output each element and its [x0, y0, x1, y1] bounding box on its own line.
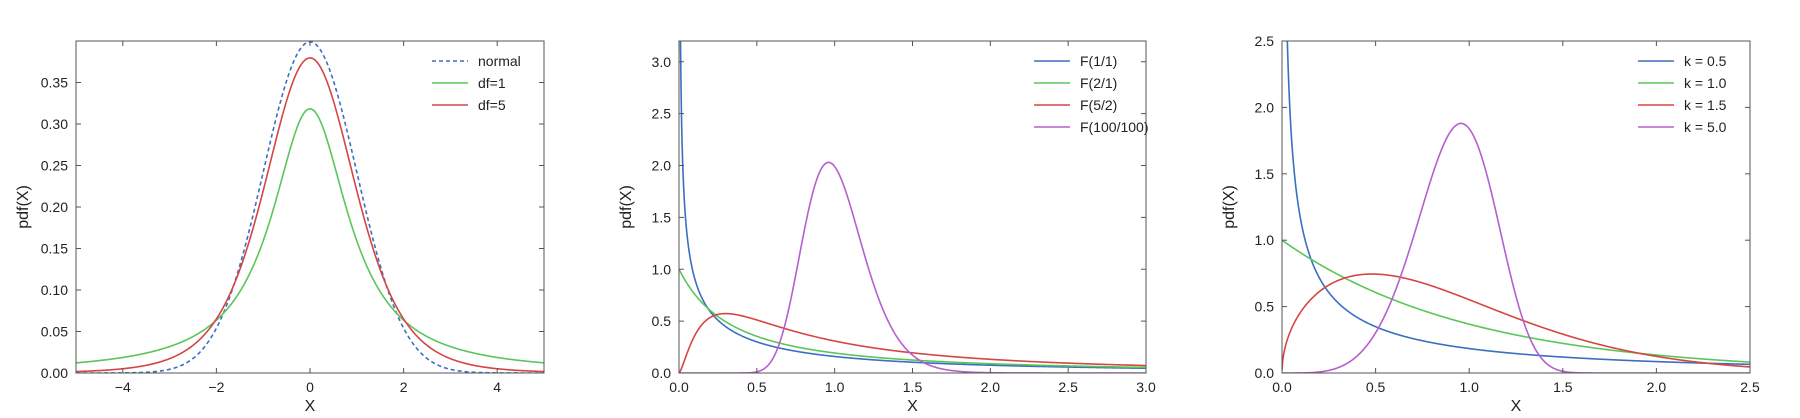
series-line-4	[679, 161, 1146, 373]
series-line-3	[76, 57, 544, 373]
legend-label: F(100/100)	[1080, 119, 1148, 135]
x-tick-label: 1.5	[903, 379, 923, 395]
x-tick-label: −4	[115, 379, 131, 395]
series-line-3	[1282, 273, 1750, 370]
x-tick-label: 2.5	[1058, 379, 1078, 395]
y-axis-label: pdf(X)	[15, 185, 32, 229]
legend-label: k = 5.0	[1684, 119, 1727, 135]
y-tick-label: 2.5	[652, 106, 672, 122]
y-tick-label: 0.00	[41, 365, 68, 381]
chart-panel-1: −4 −2 0 2 4 0.00 0.05 0.10 0.15 0.20 0.25 0.30 0.35 X…	[15, 40, 545, 415]
y-tick-label: 1.0	[1255, 232, 1275, 248]
x-axis-label: X	[1511, 398, 1522, 413]
y-tick-label: 0.0	[1255, 365, 1275, 381]
y-tick-label: 0.5	[652, 313, 672, 329]
series-group	[76, 41, 544, 373]
legend-label: k = 0.5	[1684, 53, 1727, 69]
series-line-1	[1286, 41, 1750, 366]
x-axis-label: X	[907, 398, 918, 413]
legend-label: F(2/1)	[1080, 75, 1117, 91]
y-tick-label: 0.0	[652, 365, 672, 381]
series-line-2	[679, 268, 1146, 369]
legend-label: k = 1.5	[1684, 97, 1727, 113]
legend-label: F(5/2)	[1080, 97, 1117, 113]
chart-panel-2: 0.0 0.5 1.0 1.5 2.0 2.5 3.0 0.0 0.5 1.0 1.5 2.0 2.5 3…	[618, 40, 1156, 415]
legend: k = 0.5 k = 1.0 k = 1.5 k = 5.0	[1638, 53, 1727, 135]
series-line-4	[1282, 122, 1750, 373]
y-tick-label: 2.5	[1255, 33, 1275, 49]
y-tick-label: 0.10	[41, 282, 68, 298]
y-tick-label: 0.05	[41, 324, 68, 340]
x-tick-label: 0.5	[747, 379, 767, 395]
x-tick-label: 2.0	[1647, 379, 1667, 395]
legend-label: df=1	[478, 75, 506, 91]
series-group	[679, 41, 1146, 373]
x-axis-label: X	[305, 398, 316, 413]
x-tick-label: 1.0	[1459, 379, 1479, 395]
axes-frame	[75, 40, 545, 374]
x-tick-label: 2.0	[981, 379, 1001, 395]
legend-label: k = 1.0	[1684, 75, 1727, 91]
legend-label: normal	[478, 53, 521, 69]
axes-frame	[1281, 40, 1751, 374]
series-line-2	[1282, 239, 1750, 363]
legend: F(1/1) F(2/1) F(5/2) F(100/100)	[1034, 53, 1148, 135]
legend-label: F(1/1)	[1080, 53, 1117, 69]
series-line-1	[679, 41, 1146, 370]
x-tick-label: 4	[493, 379, 501, 395]
series-line-1	[76, 41, 544, 373]
legend-label: df=5	[478, 97, 506, 113]
y-tick-label: 2.0	[1255, 99, 1275, 115]
legend: normal df=1 df=5	[432, 53, 521, 113]
y-tick-label: 0.35	[41, 75, 68, 91]
x-tick-label: 2	[400, 379, 408, 395]
x-tick-label: 0	[306, 379, 314, 395]
series-group	[1282, 41, 1750, 373]
x-tick-label: −2	[208, 379, 224, 395]
y-tick-label: 3.0	[652, 54, 672, 70]
axes-frame	[678, 40, 1147, 374]
y-tick-label: 0.25	[41, 158, 68, 174]
y-tick-label: 1.5	[1255, 166, 1275, 182]
y-axis-label: pdf(X)	[1221, 185, 1238, 229]
x-tick-label: 1.5	[1553, 379, 1573, 395]
x-tick-label: 0.0	[1272, 379, 1292, 395]
y-tick-label: 0.15	[41, 241, 68, 257]
y-axis-label: pdf(X)	[618, 185, 635, 229]
y-tick-label: 0.30	[41, 116, 68, 132]
x-tick-label: 3.0	[1136, 379, 1156, 395]
y-tick-label: 1.0	[652, 261, 672, 277]
x-tick-label: 0.5	[1366, 379, 1386, 395]
y-tick-label: 1.5	[652, 209, 672, 225]
x-tick-label: 1.0	[825, 379, 845, 395]
x-tick-label: 0.0	[669, 379, 689, 395]
chart-panel-3: 0.0 0.5 1.0 1.5 2.0 2.5 0.0 0.5 1.0 1.5 2.0 2.5 Xpdf…	[1221, 33, 1760, 415]
y-tick-label: 0.20	[41, 199, 68, 215]
x-tick-label: 2.5	[1740, 379, 1760, 395]
series-line-3	[679, 312, 1146, 373]
y-tick-label: 2.0	[652, 158, 672, 174]
series-line-2	[76, 107, 544, 364]
y-tick-label: 0.5	[1255, 299, 1275, 315]
